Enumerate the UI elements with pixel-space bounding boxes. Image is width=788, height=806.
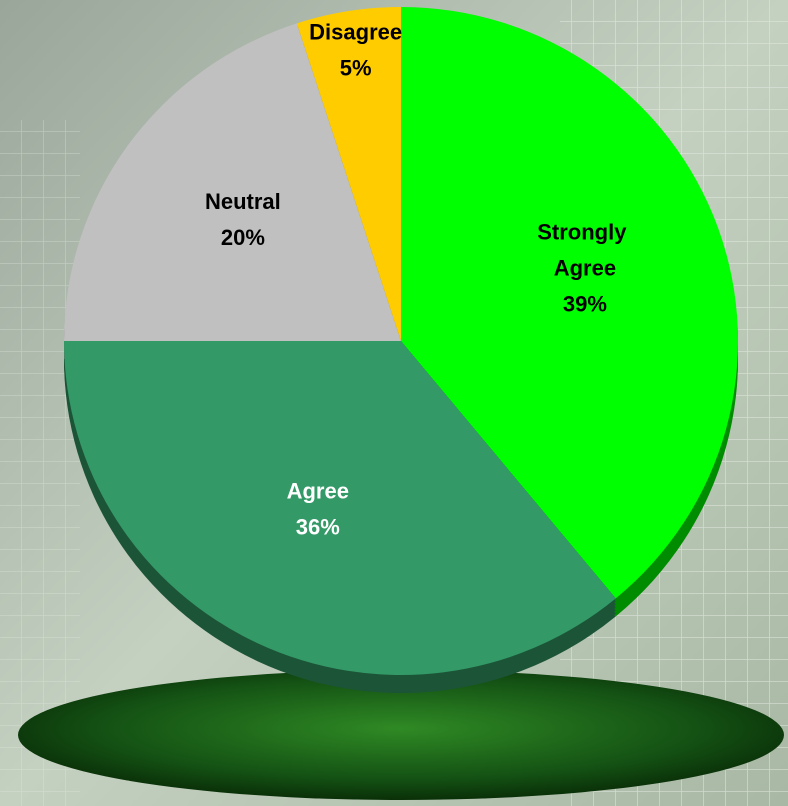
background-grid — [0, 120, 80, 806]
pie-slices — [64, 7, 738, 676]
slice-value-label: 5% — [340, 55, 372, 80]
slice-label: Strongly Agree — [537, 219, 632, 280]
slice-label: Agree — [287, 478, 349, 503]
slice-value-label: 36% — [296, 514, 340, 539]
slice-value-label: 39% — [563, 291, 607, 316]
slice-label: Neutral — [205, 189, 281, 214]
slice — [64, 341, 616, 676]
pie-labels: Strongly Agree 39% Agree 36% Neutral 20% Disag… — [205, 19, 633, 539]
slice — [64, 23, 401, 341]
slice-value-label: 20% — [221, 225, 265, 250]
slice — [401, 7, 738, 599]
slice — [296, 7, 401, 341]
slice-label: Disagree — [309, 19, 402, 44]
platform — [18, 670, 784, 800]
